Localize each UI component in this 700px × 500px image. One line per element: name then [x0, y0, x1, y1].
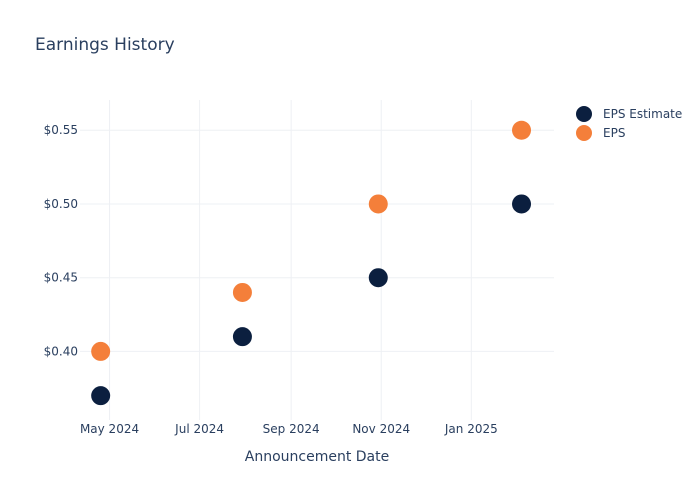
eps-estimate-point[interactable] [368, 268, 388, 288]
x-axis-ticks: May 2024 Jul 2024 Sep 2024 Nov 2024 Jan 2025 [80, 422, 498, 436]
x-tick-label: Sep 2024 [263, 422, 320, 436]
x-tick-label: Nov 2024 [352, 422, 410, 436]
x-tick-label: May 2024 [80, 422, 139, 436]
eps-estimate-point[interactable] [512, 194, 532, 214]
eps-point[interactable] [368, 194, 388, 214]
y-tick-label: $0.45 [44, 271, 78, 285]
y-tick-label: $0.50 [44, 197, 78, 211]
legend-marker [576, 125, 592, 141]
eps-point[interactable] [232, 282, 252, 302]
eps-estimate-point[interactable] [91, 386, 111, 406]
eps-point[interactable] [512, 120, 532, 140]
x-tick-label: Jul 2024 [174, 422, 224, 436]
chart-title: Earnings History [35, 35, 175, 55]
eps-estimate-point[interactable] [232, 327, 252, 347]
data-points [91, 120, 532, 406]
y-tick-label: $0.55 [44, 123, 78, 137]
x-tick-label: Jan 2025 [444, 422, 498, 436]
legend-item-eps-estimate[interactable]: EPS Estimate [576, 106, 682, 122]
legend[interactable]: EPS Estimate EPS [576, 106, 682, 141]
y-tick-label: $0.40 [44, 344, 78, 358]
y-axis-ticks: $0.40 $0.45 $0.50 $0.55 [44, 123, 78, 358]
legend-item-eps[interactable]: EPS [576, 125, 625, 141]
legend-label: EPS [603, 126, 625, 140]
legend-marker [576, 106, 592, 122]
eps-point[interactable] [91, 341, 111, 361]
grid-lines [80, 100, 554, 420]
legend-label: EPS Estimate [603, 107, 682, 121]
x-axis-title: Announcement Date [245, 449, 389, 465]
